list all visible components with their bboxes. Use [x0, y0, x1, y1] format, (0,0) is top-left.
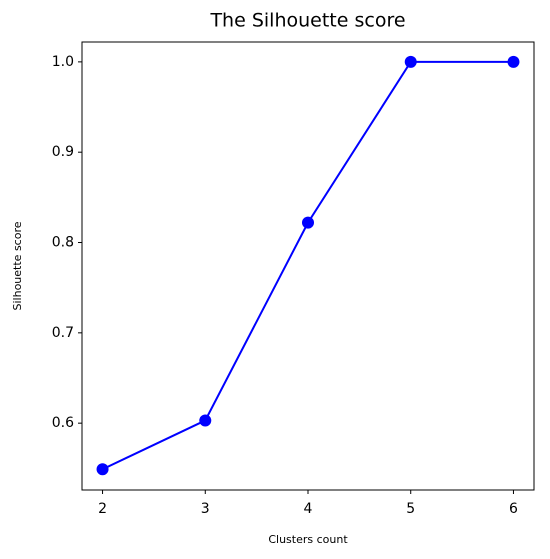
data-point: [404, 55, 417, 68]
y-tick-label: 0.8: [52, 235, 74, 251]
data-point: [96, 463, 109, 476]
plot-frame: [81, 41, 535, 491]
data-point: [507, 55, 520, 68]
series-line: [102, 60, 514, 471]
y-tick-label: 0.7: [52, 325, 74, 341]
x-tick-label: 4: [304, 501, 313, 517]
data-point: [199, 414, 212, 427]
chart-title: The Silhouette score: [209, 10, 405, 32]
x-axis-label: Clusters count: [268, 533, 348, 546]
y-tick-label: 1.0: [52, 54, 74, 70]
x-tick-label: 5: [406, 501, 415, 517]
x-tick-label: 3: [201, 501, 210, 517]
y-tick-label: 0.9: [52, 144, 74, 160]
y-tick-label: 0.6: [52, 415, 74, 431]
y-axis-label: Silhouette score: [11, 221, 24, 310]
x-tick-label: 6: [509, 501, 518, 517]
x-tick-label: 2: [98, 501, 107, 517]
data-point: [302, 216, 314, 229]
